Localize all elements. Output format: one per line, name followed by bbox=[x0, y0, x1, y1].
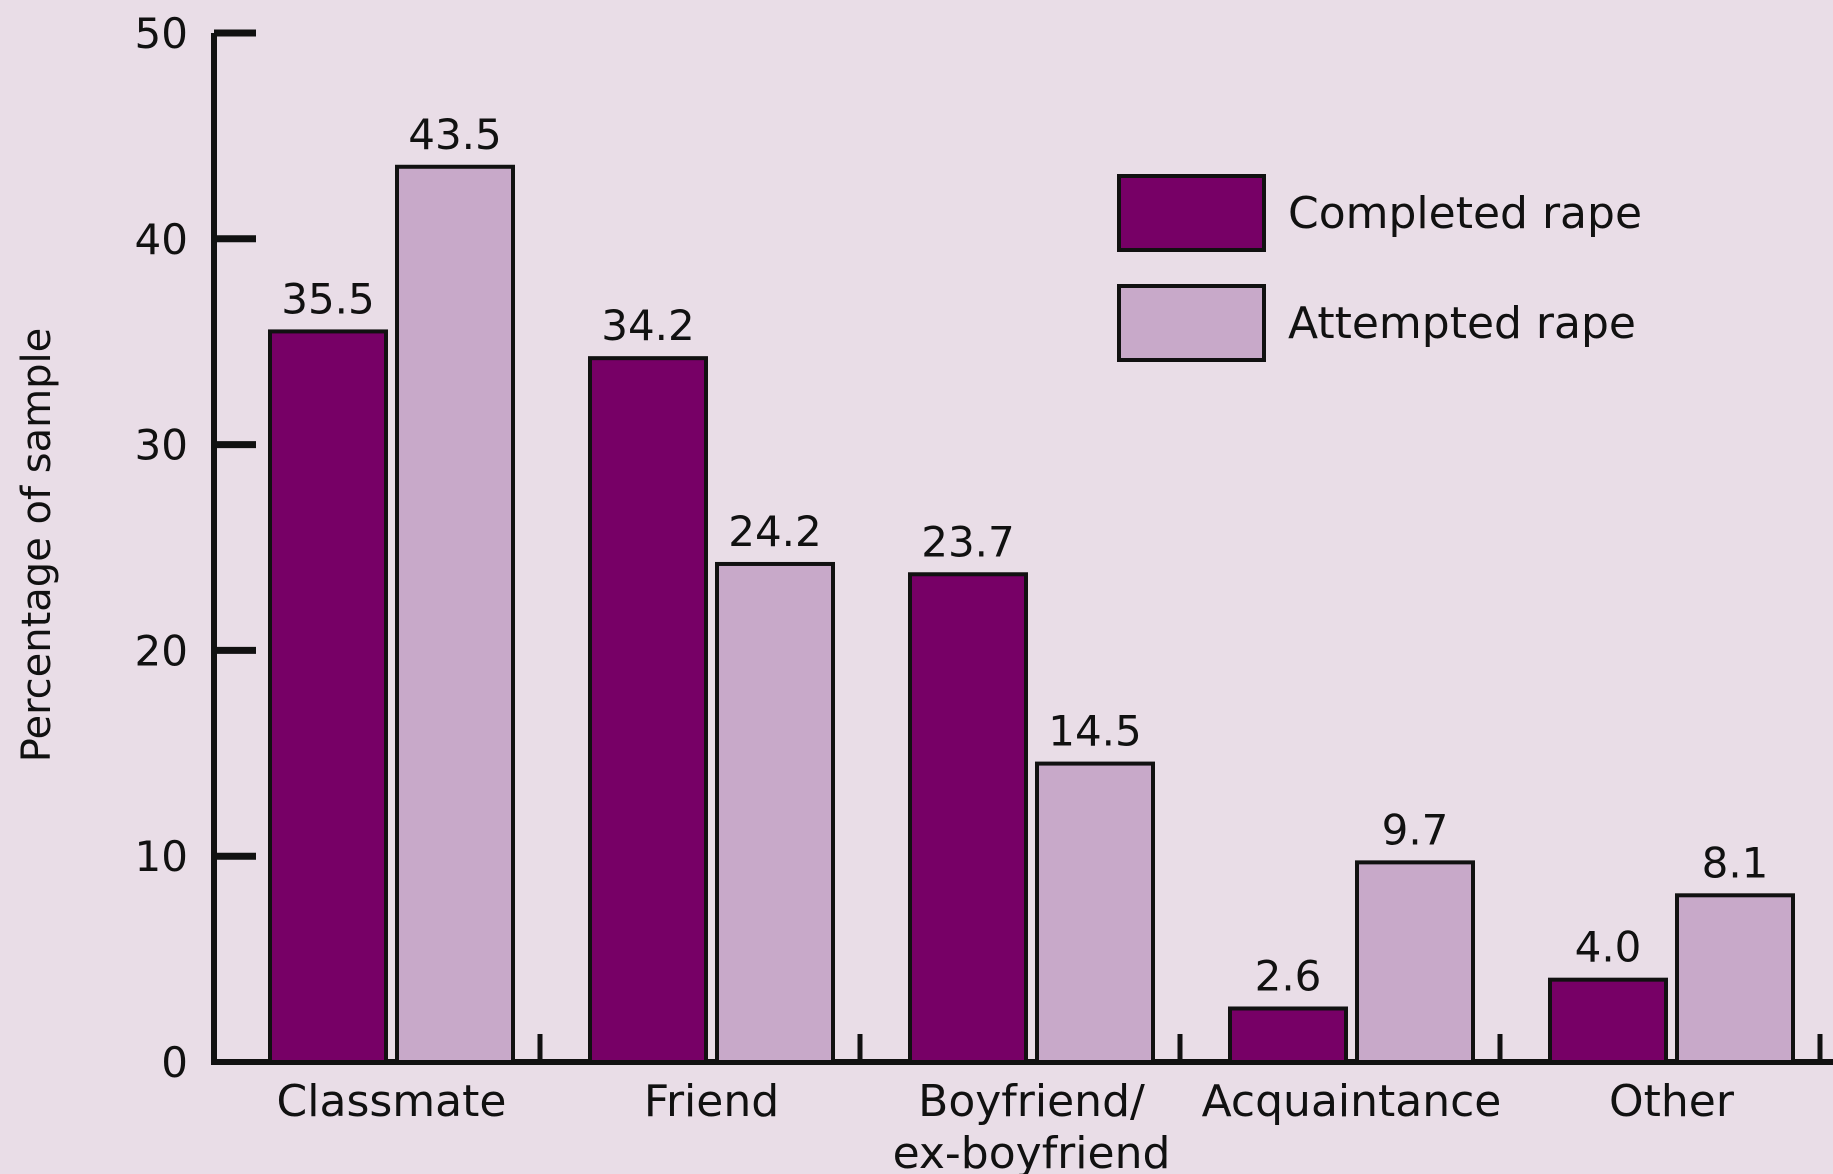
bars: 35.5 43.5 Classmate 34.2 24.2 Friend 23.7 14.5 B… bbox=[268, 110, 1795, 1174]
bar-completed bbox=[1228, 1006, 1348, 1065]
bar-attempted bbox=[1035, 761, 1155, 1065]
y-tick-label: 40 bbox=[135, 215, 188, 264]
data-label: 23.7 bbox=[921, 517, 1015, 566]
data-label: 2.6 bbox=[1255, 951, 1322, 1000]
data-label: 35.5 bbox=[281, 274, 375, 323]
bar-completed bbox=[908, 572, 1028, 1065]
legend: Completed rape Attempted rape bbox=[1117, 174, 1642, 362]
y-tick-label: 0 bbox=[161, 1038, 188, 1087]
legend-label: Completed rape bbox=[1288, 188, 1642, 239]
bar-attempted bbox=[1675, 893, 1795, 1064]
bar-completed bbox=[588, 356, 708, 1064]
data-label: 4.0 bbox=[1575, 923, 1642, 972]
x-tick-label: Classmate bbox=[277, 1076, 507, 1127]
data-label: 43.5 bbox=[408, 110, 502, 159]
x-tick-label: Acquaintance bbox=[1202, 1076, 1502, 1127]
y-tick-label: 30 bbox=[135, 421, 188, 470]
y-tick-label: 10 bbox=[135, 832, 188, 881]
legend-swatch bbox=[1117, 174, 1266, 252]
y-tick-label: 50 bbox=[135, 9, 188, 58]
y-axis-title: Percentage of sample bbox=[14, 328, 60, 762]
legend-swatch bbox=[1117, 284, 1266, 362]
x-tick-label: Boyfriend/ bbox=[918, 1076, 1145, 1127]
bar-completed bbox=[268, 329, 388, 1065]
data-label: 8.1 bbox=[1702, 838, 1769, 887]
bar-attempted bbox=[715, 561, 835, 1064]
data-label: 24.2 bbox=[728, 507, 822, 556]
bar-attempted bbox=[1355, 860, 1475, 1065]
data-label: 9.7 bbox=[1382, 805, 1449, 854]
bar-completed bbox=[1548, 977, 1668, 1064]
data-label: 34.2 bbox=[601, 301, 695, 350]
bar-attempted bbox=[395, 164, 515, 1064]
x-tick-label: Other bbox=[1609, 1076, 1735, 1127]
y-tick-label: 20 bbox=[135, 626, 188, 675]
legend-label: Attempted rape bbox=[1288, 298, 1636, 349]
x-tick-label: Friend bbox=[644, 1076, 779, 1127]
data-label: 14.5 bbox=[1048, 707, 1142, 756]
x-tick-label: ex-boyfriend bbox=[893, 1128, 1171, 1174]
